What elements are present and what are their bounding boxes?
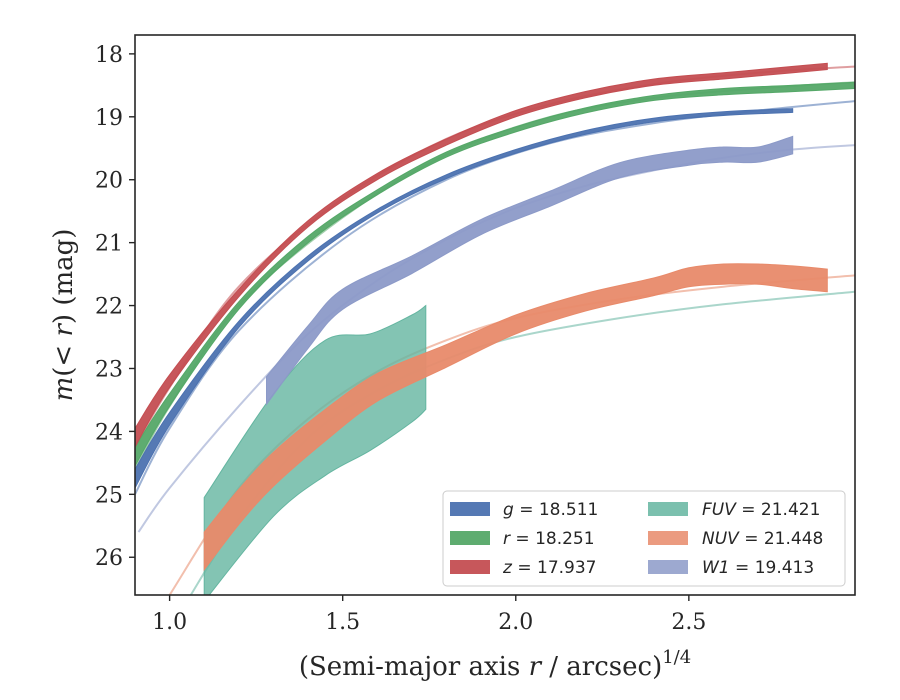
x-tick-label: 1.0: [152, 610, 187, 635]
data-band-w1: [266, 135, 794, 406]
data-band-g: [135, 108, 794, 489]
x-axis-label: (Semi-major axis r / arcsec)1/4: [299, 647, 691, 682]
y-tick-label: 18: [95, 43, 123, 68]
legend-label-fuv: FUV = 21.421: [702, 500, 820, 520]
y-tick-label: 25: [95, 483, 123, 508]
x-tick-label: 2.0: [498, 610, 533, 635]
legend-label-g: g = 18.511: [503, 500, 598, 520]
y-tick-label: 23: [95, 357, 123, 382]
legend-swatch-fuv: [648, 502, 688, 516]
legend-label-nuv: NUV = 21.448: [702, 529, 823, 549]
y-tick-label: 26: [95, 546, 123, 571]
y-tick-label: 24: [95, 420, 123, 445]
data-band-z: [135, 62, 828, 449]
legend-box: [442, 490, 846, 587]
x-axis: 1.0 1.5 2.0 2.5: [152, 595, 706, 635]
y-axis-label: m(< r) (mag): [49, 229, 79, 402]
x-tick-label: 2.5: [671, 610, 706, 635]
y-tick-label: 21: [95, 232, 123, 257]
legend-swatch-r: [450, 531, 490, 545]
data-band-nuv: [203, 263, 828, 572]
plot-frame: [134, 34, 856, 596]
legend-swatch-z: [450, 560, 490, 574]
legend-label-w1: W1 = 19.413: [702, 558, 814, 578]
data-bands: [135, 62, 855, 595]
legend-swatch-g: [450, 502, 490, 516]
x-tick-label: 1.5: [325, 610, 360, 635]
legend-label-r: r = 18.251: [503, 529, 595, 549]
plot-area: [135, 62, 855, 595]
y-axis: 18 19 20 21 22 23 24 25 26: [95, 43, 135, 571]
y-tick-label: 20: [95, 169, 123, 194]
y-tick-label: 19: [95, 106, 123, 131]
legend-swatch-nuv: [648, 531, 688, 545]
legend-label-z: z = 17.937: [502, 558, 596, 578]
data-band-fuv: [203, 304, 427, 595]
legend-swatch-w1: [648, 560, 688, 574]
y-tick-label: 22: [95, 295, 123, 320]
legend: g = 18.511 r = 18.251 z = 17.937 FUV = 2…: [442, 490, 846, 587]
